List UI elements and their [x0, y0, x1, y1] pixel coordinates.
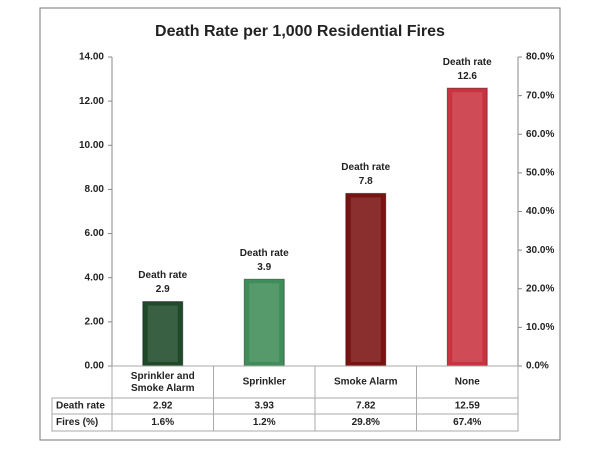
table-value: 67.4% [453, 417, 481, 428]
y2-tick-label: 20.0% [526, 283, 554, 294]
y2-tick-label: 40.0% [526, 206, 554, 217]
bar [142, 301, 184, 367]
value-label-name: Death rate [443, 57, 492, 68]
table-value: 2.92 [153, 401, 173, 412]
bar-highlight [452, 92, 483, 362]
table-value: 12.59 [455, 401, 480, 412]
table-value: 7.82 [356, 401, 376, 412]
value-label-name: Death rate [240, 248, 289, 259]
bar [345, 192, 387, 367]
y2-tick-label: 50.0% [526, 168, 554, 179]
bar [243, 278, 285, 367]
bar-highlight [147, 305, 178, 362]
y-tick-label: 4.00 [85, 272, 105, 283]
y-tick-label: 0.00 [85, 361, 105, 372]
category-label: Sprinkler [243, 377, 286, 388]
table-cell [416, 413, 519, 432]
y-tick-label: 12.00 [79, 96, 104, 107]
y-tick-label: 8.00 [85, 184, 105, 195]
bar-highlight [350, 197, 381, 362]
category-label: Sprinkler and Smoke Alarm [131, 371, 195, 394]
bar [446, 87, 488, 367]
table-value: 3.93 [255, 401, 275, 412]
y2-tick-label: 70.0% [526, 90, 554, 101]
y2-tick-label: 60.0% [526, 129, 554, 140]
category-label: None [455, 377, 480, 388]
value-label: 2.9 [156, 284, 170, 295]
category-label: Smoke Alarm [334, 377, 398, 388]
value-label-name: Death rate [138, 270, 187, 281]
table-value: 1.2% [253, 417, 276, 428]
value-label: 7.8 [359, 176, 373, 187]
table-value: 1.6% [151, 417, 174, 428]
bar-highlight [249, 283, 280, 362]
y-tick-label: 6.00 [85, 228, 105, 239]
y-tick-label: 10.00 [79, 140, 104, 151]
y-tick-label: 14.00 [79, 52, 104, 63]
y2-tick-label: 30.0% [526, 245, 554, 256]
table-value: 29.8% [352, 417, 380, 428]
value-label: 3.9 [257, 262, 271, 273]
chart-title: Death Rate per 1,000 Residential Fires [155, 23, 445, 40]
y2-tick-label: 80.0% [526, 52, 554, 63]
y2-tick-label: 0.0% [526, 361, 549, 372]
y-tick-label: 2.00 [85, 316, 105, 327]
value-label: 12.6 [458, 71, 478, 82]
value-label-name: Death rate [341, 162, 390, 173]
table-row-header: Fires (%) [56, 417, 98, 428]
table-row-header: Death rate [56, 401, 105, 412]
y2-tick-label: 10.0% [526, 322, 554, 333]
